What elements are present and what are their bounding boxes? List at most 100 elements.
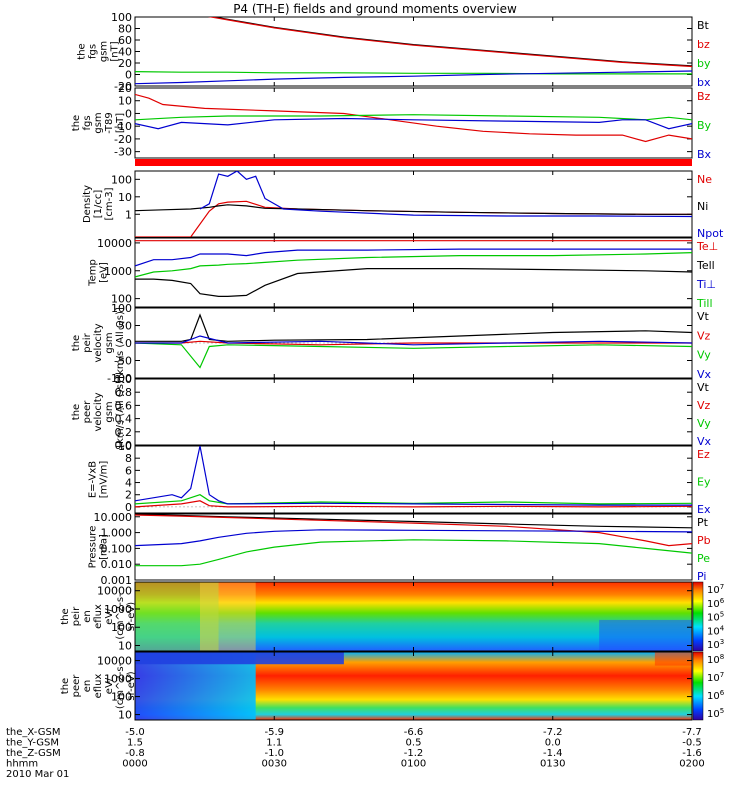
y-tick-label: -30 [114, 146, 132, 159]
colorbar-exponent: 5 [720, 611, 724, 619]
colorbar-label: 108 [707, 653, 724, 666]
colorbar-label: 105 [707, 611, 724, 624]
y-tick-label: 6 [125, 464, 132, 477]
footer-value: -5.9 [264, 727, 284, 738]
legend-tell: Tell [696, 259, 715, 272]
y-axis-label: Pressure[nPa] [88, 526, 110, 569]
series-by [135, 114, 692, 121]
footer-value: 0130 [540, 759, 565, 770]
y-axis-label: thepeervelocitygsm[km/s (All Qs)] [71, 376, 126, 448]
y-tick-label: 20 [118, 82, 132, 95]
y-tick-label: 0.2 [115, 426, 133, 439]
y-tick-label: 0.4 [115, 413, 133, 426]
series-group [135, 514, 692, 567]
y-tick-label: 0 [125, 107, 132, 120]
y-tick-label: -50 [114, 355, 132, 368]
legend-vt: Vt [697, 310, 710, 323]
y-tick-label: 4 [125, 477, 132, 490]
panel-7: 1.00.80.60.40.20.0thepeervelocitygsm[km/… [71, 373, 712, 452]
y-axis-label-line: Temp [88, 259, 99, 287]
series-ti⊥ [135, 248, 692, 267]
y-tick-label: 1000 [104, 603, 132, 616]
y-axis-label: thefgsgsm-T89[nT] [71, 112, 126, 134]
y-axis-label-line: gsm [93, 112, 104, 133]
legend-vz: Vz [697, 399, 711, 412]
y-tick-label: 0 [125, 69, 132, 82]
y-axis-label-line: fgs [88, 44, 99, 59]
y-tick-label: 10 [118, 191, 132, 204]
legend-te⊥: Te⊥ [696, 240, 718, 253]
footer-value: -0.5 [682, 738, 702, 749]
panel-4: 100 10 1 Density[1/cc][cm-3] Ne Ni Npot [82, 170, 724, 240]
y-axis-label-line: the [77, 43, 88, 59]
y-axis-label-line: sr-eV) [126, 671, 137, 700]
legend-ex: Ex [697, 503, 711, 516]
legend-ni: Ni [697, 200, 708, 213]
legend-vy: Vy [697, 417, 711, 430]
ion-late-region [599, 619, 692, 651]
colorbar-exponent: 4 [720, 624, 725, 632]
footer-value: -1.2 [404, 748, 424, 759]
series-group [135, 17, 692, 85]
series-group [135, 446, 692, 508]
colorbar-exponent: 8 [720, 653, 724, 661]
spectrogram [135, 582, 692, 651]
series-vz [135, 340, 692, 346]
y-axis-label-line: (cm^2-s- [115, 593, 126, 640]
series-bz [135, 93, 692, 143]
ion-early-region [135, 582, 219, 651]
footer-row-label: the_Y-GSM [6, 738, 59, 749]
panel-frame [134, 378, 693, 446]
y-tick-label: -20 [114, 133, 132, 146]
series-pt [135, 514, 692, 529]
y-axis-label-line: peer [71, 674, 82, 698]
panel-10: 10710610510410310000100010010thepeirenef… [60, 581, 725, 653]
footer-row-label: the_X-GSM [6, 727, 60, 738]
legend-bt: Bt [697, 19, 710, 32]
legend-npot: Npot [697, 227, 724, 240]
footer-value: 0.0 [545, 738, 561, 749]
electron-late-region [654, 652, 692, 666]
footer-value: -0.8 [125, 748, 145, 759]
series-till [135, 252, 692, 278]
legend-ne: Ne [697, 173, 712, 186]
y-tick-label: 1 [125, 208, 132, 221]
footer-value: -7.7 [682, 727, 702, 738]
y-tick-label: 100 [111, 302, 132, 315]
series-tell [135, 268, 692, 297]
electron-top-band [135, 652, 344, 665]
panels: 100806040200-20thefgsgsm[nT]Btbzbybx2010… [60, 11, 725, 722]
y-axis-label-line: Pressure [88, 526, 99, 569]
y-axis-label-line: gsm [99, 41, 110, 62]
y-tick-label: 10.000 [94, 511, 133, 524]
y-axis-label-line: [km/s (All Qs)] [115, 376, 126, 448]
y-axis-label: thefgsgsm[nT] [77, 41, 121, 62]
y-axis-label-line: [nT] [115, 113, 126, 133]
y-axis-label: E=-VxB[mV/m] [88, 461, 110, 499]
ion-transition-region [199, 582, 256, 651]
y-axis-label-line: the [71, 335, 82, 351]
colorbar-exponent: 6 [720, 597, 725, 605]
legend-vx: Vx [697, 368, 712, 381]
y-axis-label-line: [1/cc] [93, 190, 104, 219]
y-tick-label: 1000 [104, 673, 132, 686]
series-ez [135, 500, 692, 508]
y-tick-label: 80 [118, 23, 132, 36]
y-tick-label: -20 [114, 80, 132, 93]
footer-value: 1.1 [266, 738, 282, 749]
y-tick-label: 1.0 [115, 373, 133, 386]
legend-ez: Ez [697, 448, 710, 461]
y-tick-label: 10 [118, 709, 132, 722]
y-tick-label: 100 [111, 621, 132, 634]
y-axis-label-line: peir [82, 332, 93, 352]
colorbar-label: 107 [707, 583, 724, 596]
legend-bz: bz [697, 38, 710, 51]
y-axis-label-line: [eV] [99, 262, 110, 283]
y-tick-label: 50 [118, 320, 132, 333]
y-tick-label: 100 [111, 691, 132, 704]
y-axis-label-line: the [71, 115, 82, 131]
y-tick-label: 0.100 [101, 542, 133, 555]
